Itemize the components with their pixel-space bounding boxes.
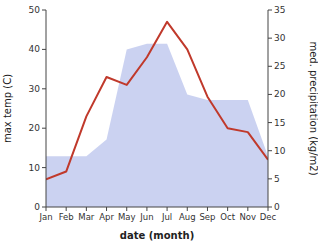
x-tick-label: Mar	[78, 212, 95, 222]
x-tick	[268, 207, 269, 211]
chart: 0 10 20 30 40 50 0 5 10 15 20 25 30 35 Jan Feb Mar Apr May…	[0, 0, 318, 247]
x-axis-line	[46, 207, 268, 208]
y-tick-label: 0	[34, 202, 40, 212]
y2-axis-line	[268, 10, 269, 207]
y2-tick-label: 30	[274, 33, 286, 43]
x-tick-label: Jun	[139, 212, 153, 222]
x-tick-label: May	[118, 212, 136, 222]
y-axis-label: max temp (C)	[2, 74, 13, 143]
y-tick-label: 30	[29, 84, 41, 94]
x-tick-label: Oct	[220, 212, 235, 222]
x-tick	[126, 207, 127, 211]
y-tick	[42, 167, 46, 168]
x-tick	[247, 207, 248, 211]
x-tick	[227, 207, 228, 211]
y2-tick	[268, 94, 272, 95]
y-tick-label: 20	[29, 123, 41, 133]
x-tick-label: Aug	[179, 212, 196, 222]
y2-tick	[268, 207, 272, 208]
y-tick-label: 40	[29, 44, 41, 54]
x-tick-label: Feb	[59, 212, 74, 222]
plot-area	[46, 22, 268, 207]
y2-tick-label: 0	[274, 202, 280, 212]
y2-tick-label: 5	[274, 174, 280, 184]
x-tick	[106, 207, 107, 211]
temperature-line	[46, 22, 268, 180]
y-tick-label: 50	[29, 5, 41, 15]
y-axis-line	[46, 10, 47, 207]
y-tick	[42, 10, 46, 11]
y-tick	[42, 128, 46, 129]
x-tick	[187, 207, 188, 211]
y2-tick	[268, 150, 272, 151]
x-tick	[146, 207, 147, 211]
y2-tick	[268, 10, 272, 11]
y2-tick-label: 35	[274, 5, 285, 15]
y2-tick	[268, 178, 272, 179]
x-tick	[167, 207, 168, 211]
x-tick-label: Apr	[99, 212, 114, 222]
x-tick-label: Jan	[38, 212, 52, 222]
y-tick-label: 10	[29, 163, 41, 173]
y2-tick-label: 15	[274, 118, 285, 128]
x-tick-label: Dec	[260, 212, 277, 222]
y2-tick-label: 10	[274, 146, 286, 156]
x-tick	[46, 207, 47, 211]
y-tick	[42, 88, 46, 89]
y2-tick-label: 25	[274, 61, 285, 71]
precipitation-area	[46, 44, 268, 207]
y2-tick	[268, 122, 272, 123]
x-tick-label: Nov	[240, 212, 257, 222]
x-tick	[86, 207, 87, 211]
y-tick	[42, 207, 46, 208]
x-tick-label: Sep	[199, 212, 215, 222]
x-tick	[66, 207, 67, 211]
y2-tick	[268, 66, 272, 67]
y2-tick-label: 20	[274, 89, 286, 99]
x-tick-label: Jul	[161, 212, 172, 222]
y-tick	[42, 49, 46, 50]
x-tick	[207, 207, 208, 211]
y2-tick	[268, 38, 272, 39]
y2-axis-label: med. precipitation (kg/m2)	[308, 41, 318, 175]
x-axis-label: date (month)	[120, 230, 194, 241]
